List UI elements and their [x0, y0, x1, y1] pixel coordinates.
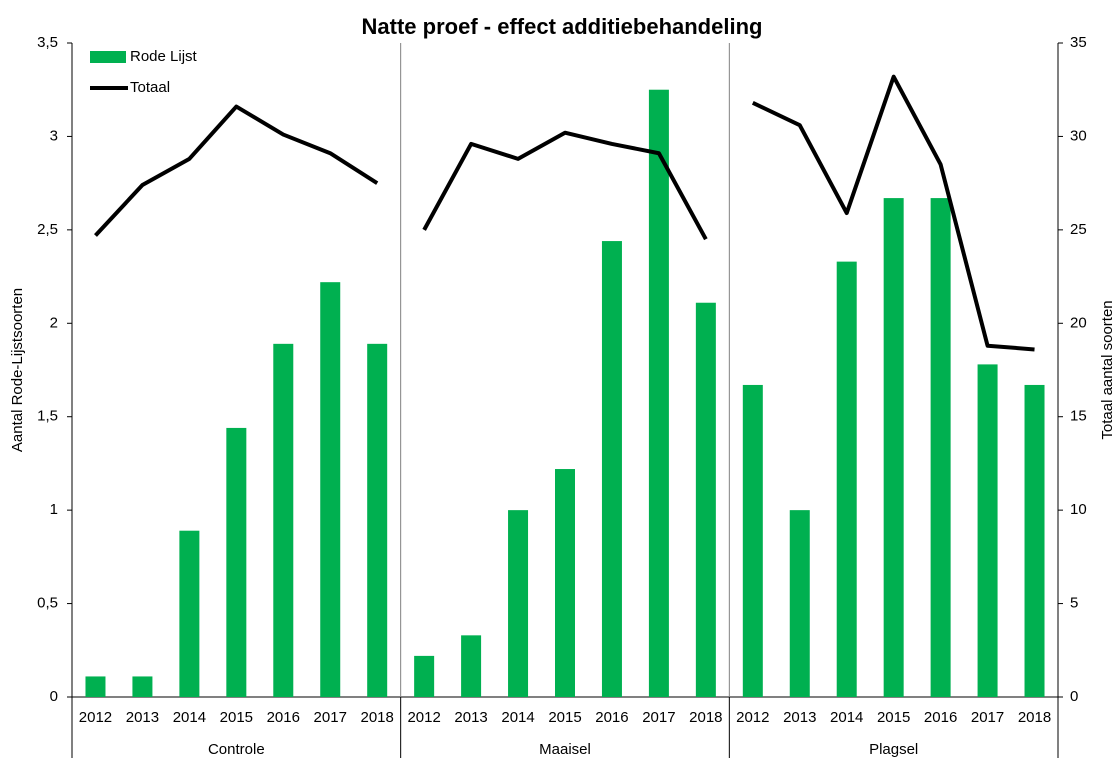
- x-tick-label: 2017: [314, 709, 347, 726]
- line: [751, 74, 1035, 352]
- bar: [789, 510, 810, 697]
- y2-tick-label: 30: [1070, 127, 1087, 144]
- legend-label: Rode Lijst: [130, 48, 198, 65]
- x-tick-label: 2018: [689, 709, 722, 726]
- y2-tick-label: 20: [1070, 314, 1087, 331]
- y-tick-label: 3: [50, 127, 58, 144]
- bar: [555, 469, 575, 697]
- bar: [132, 676, 153, 697]
- x-tick-label: 2012: [736, 709, 769, 726]
- bar: [414, 655, 435, 697]
- x-tick-label: 2018: [1018, 709, 1051, 726]
- y-axis-label: Aantal Rode-Lijstsoorten: [9, 288, 26, 452]
- x-tick-label: 2013: [783, 709, 816, 726]
- y-tick-label: 2,5: [37, 221, 58, 238]
- y-tick-label: 1,5: [37, 408, 58, 425]
- x-tick-label: 2014: [501, 709, 534, 726]
- x-tick-label: 2016: [924, 709, 957, 726]
- x-tick-label: 2012: [407, 709, 440, 726]
- chart-title: Natte proef - effect additiebehandeling: [362, 14, 763, 39]
- x-tick-label: 2016: [595, 709, 628, 726]
- x-tick-label: 2015: [548, 709, 581, 726]
- y2-tick-label: 5: [1070, 595, 1078, 612]
- legend-label: Totaal: [130, 79, 170, 96]
- x-tick-label: 2013: [454, 709, 487, 726]
- bar: [930, 198, 951, 697]
- y-tick-label: 3,5: [37, 34, 58, 51]
- bar: [367, 343, 388, 697]
- bar: [226, 427, 247, 697]
- bar: [695, 302, 716, 697]
- bar: [273, 343, 294, 697]
- bar: [883, 198, 904, 697]
- x-tick-label: 2012: [79, 709, 112, 726]
- line: [422, 130, 708, 241]
- bar: [85, 676, 106, 697]
- bar: [977, 364, 998, 697]
- y2-tick-label: 25: [1070, 221, 1087, 238]
- bar: [461, 635, 482, 697]
- x-tick-label: 2014: [173, 709, 206, 726]
- y2-tick-label: 15: [1070, 408, 1087, 425]
- y-tick-label: 1: [50, 501, 58, 518]
- group-label: Maaisel: [539, 741, 591, 758]
- x-tick-label: 2017: [642, 709, 675, 726]
- y-tick-label: 0: [50, 688, 58, 705]
- x-tick-label: 2017: [971, 709, 1004, 726]
- bar: [508, 510, 529, 697]
- group-label: Plagsel: [869, 741, 918, 758]
- y-tick-label: 2: [50, 314, 58, 331]
- y2-tick-label: 10: [1070, 501, 1087, 518]
- y2-axis-label: Totaal aantal soorten: [1099, 300, 1116, 439]
- bar: [648, 89, 669, 697]
- x-tick-label: 2013: [126, 709, 159, 726]
- bar: [836, 261, 857, 697]
- bar: [179, 530, 200, 697]
- y2-tick-label: 35: [1070, 34, 1087, 51]
- x-tick-label: 2015: [877, 709, 910, 726]
- x-tick-label: 2015: [220, 709, 253, 726]
- x-tick-label: 2014: [830, 709, 863, 726]
- bar: [601, 241, 622, 697]
- x-tick-label: 2016: [267, 709, 300, 726]
- line: [94, 104, 379, 237]
- y-tick-label: 0,5: [37, 595, 58, 612]
- bar: [1024, 384, 1045, 697]
- x-tick-label: 2018: [361, 709, 394, 726]
- legend-swatch: [90, 51, 126, 63]
- bar: [320, 282, 341, 697]
- y2-tick-label: 0: [1070, 688, 1078, 705]
- bar: [742, 384, 763, 697]
- group-label: Controle: [208, 741, 265, 758]
